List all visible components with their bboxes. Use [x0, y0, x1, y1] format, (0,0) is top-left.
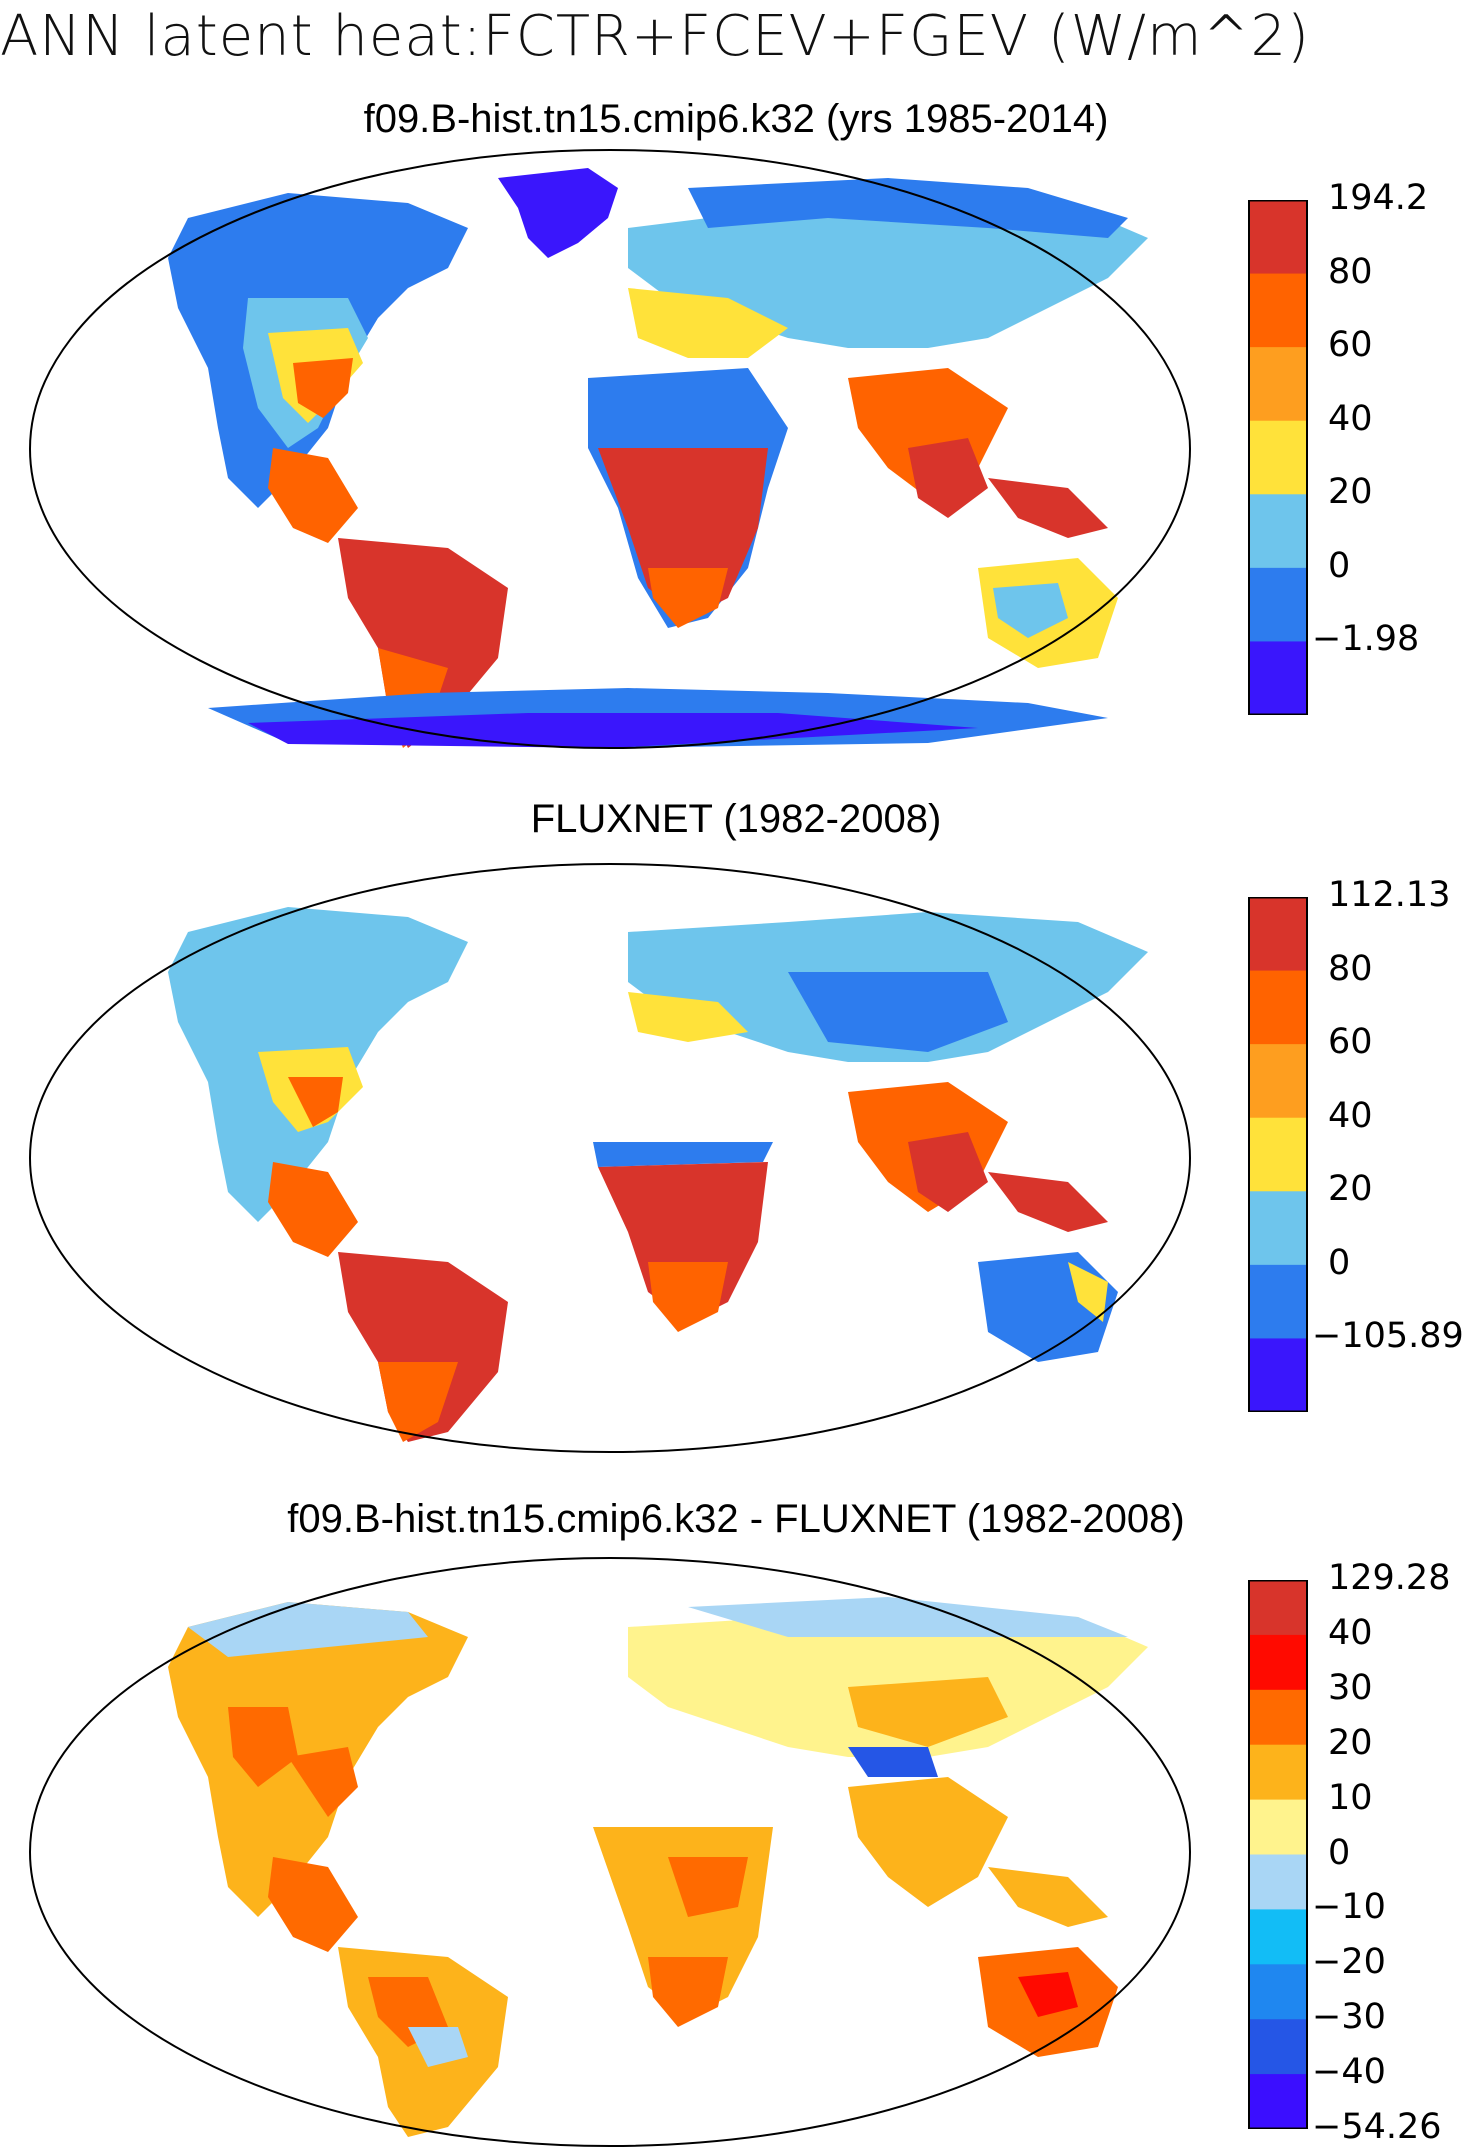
- colorbar-1-swatch: [1249, 347, 1307, 422]
- colorbar-2-label: 20: [1328, 1169, 1373, 1210]
- colorbar-3-label: 20: [1328, 1722, 1373, 1763]
- panel-3-title: f09.B-hist.tn15.cmip6.k32 - FLUXNET (198…: [287, 1497, 1185, 1541]
- colorbar-3-swatch: [1249, 2074, 1307, 2129]
- panel-2-map: [29, 863, 1191, 1453]
- colorbar-3-swatch: [1249, 1964, 1307, 2020]
- panel-2-title: FLUXNET (1982-2008): [530, 797, 942, 841]
- colorbar-3-label: 129.28: [1328, 1558, 1451, 1598]
- colorbar-1-label: 80: [1328, 251, 1373, 292]
- panel-1-colorbar: [1248, 200, 1308, 715]
- colorbar-3-swatch: [1249, 1580, 1307, 1636]
- colorbar-3-border: [1248, 1580, 1308, 2129]
- colorbar-1-swatch: [1249, 641, 1307, 715]
- colorbar-3-swatch: [1249, 1909, 1307, 1965]
- colorbar-2-swatch: [1249, 970, 1307, 1045]
- colorbar-2-swatch: [1249, 1338, 1307, 1412]
- colorbar-2-label: −105.89: [1312, 1316, 1464, 1357]
- panel-3-landmass: [30, 1558, 1190, 2146]
- colorbar-3-label: −30: [1312, 1997, 1386, 2038]
- colorbar-3-label: 40: [1328, 1612, 1373, 1653]
- colorbar-3-label: 30: [1328, 1667, 1373, 1708]
- panel-2-landmass: [30, 864, 1190, 1452]
- colorbar-1-border: [1248, 200, 1308, 715]
- colorbar-3-swatch: [1249, 1799, 1307, 1855]
- panel-2-colorbar: [1248, 897, 1308, 1412]
- panel-3-map-border: [29, 1557, 1191, 2147]
- panel-1-map: [29, 149, 1191, 749]
- colorbar-3-swatch: [1249, 1689, 1307, 1746]
- colorbar-1-label: 40: [1328, 398, 1373, 439]
- colorbar-2-label: 80: [1328, 948, 1373, 989]
- panel-2-map-border: [29, 863, 1191, 1453]
- panel-1-title: f09.B-hist.tn15.cmip6.k32 (yrs 1985-2014…: [363, 97, 1109, 141]
- colorbar-1-label: 0: [1328, 545, 1351, 586]
- panel-1-map-border: [29, 149, 1191, 749]
- colorbar-3-label: −10: [1312, 1887, 1386, 1928]
- colorbar-2-border: [1248, 897, 1308, 1412]
- colorbar-1-label: 60: [1328, 325, 1373, 366]
- colorbar-3-label: −20: [1312, 1942, 1386, 1983]
- colorbar-1-swatch: [1249, 273, 1307, 348]
- colorbar-2-swatch: [1249, 1264, 1307, 1339]
- colorbar-2-label: 112.13: [1328, 875, 1451, 915]
- colorbar-3-swatch: [1249, 1854, 1307, 1910]
- colorbar-1-label: 20: [1328, 472, 1373, 513]
- colorbar-3-label: −54.26: [1312, 2107, 1442, 2147]
- figure-title: ANN latent heat:FCTR+FCEV+FGEV (W/m^2): [0, 4, 1310, 69]
- colorbar-3-swatch: [1249, 1744, 1307, 1801]
- colorbar-1-swatch: [1249, 200, 1307, 275]
- colorbar-3-label: 0: [1328, 1832, 1351, 1873]
- colorbar-1-label: −1.98: [1312, 619, 1420, 660]
- colorbar-2-swatch: [1249, 1117, 1307, 1192]
- colorbar-2-swatch: [1249, 897, 1307, 972]
- panel-1-landmass: [30, 150, 1190, 748]
- colorbar-2-label: 40: [1328, 1095, 1373, 1136]
- colorbar-3-swatch: [1249, 1634, 1307, 1691]
- colorbar-1-swatch: [1249, 420, 1307, 495]
- colorbar-1-swatch: [1249, 494, 1307, 569]
- colorbar-1-swatch: [1249, 567, 1307, 642]
- colorbar-2-swatch: [1249, 1191, 1307, 1266]
- colorbar-3-swatch: [1249, 2019, 1307, 2075]
- colorbar-2-label: 0: [1328, 1242, 1351, 1283]
- panel-3-colorbar: [1248, 1580, 1308, 2129]
- colorbar-3-label: 10: [1328, 1777, 1373, 1818]
- colorbar-2-swatch: [1249, 1044, 1307, 1119]
- colorbar-3-label: −40: [1312, 2052, 1386, 2093]
- colorbar-2-label: 60: [1328, 1022, 1373, 1063]
- colorbar-1-label: 194.2: [1328, 178, 1429, 218]
- panel-3-map: [29, 1557, 1191, 2147]
